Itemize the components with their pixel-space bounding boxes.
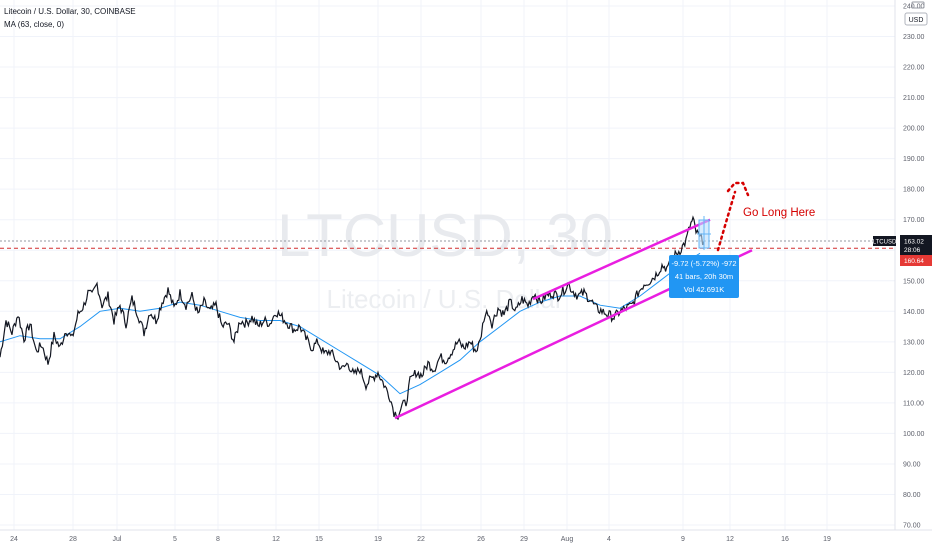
time-tick-label: 15 (315, 536, 323, 543)
time-tick-label: 24 (10, 536, 18, 543)
currency-button-label: USD (909, 17, 924, 24)
bar-countdown: 28:06 (904, 247, 921, 254)
time-tick-label: 28 (69, 536, 77, 543)
measure-tooltip (669, 255, 739, 298)
price-tick-label: 230.00 (903, 34, 925, 41)
price-tick-label: 190.00 (903, 156, 925, 163)
last-price-tag (900, 235, 932, 255)
time-tick-label: 9 (681, 536, 685, 543)
time-tick-label: 16 (781, 536, 789, 543)
time-tick-label: Aug (561, 536, 574, 543)
time-tick-label: 19 (374, 536, 382, 543)
measure-bars: 41 bars, 20h 30m (675, 272, 733, 281)
price-tick-label: 70.00 (903, 523, 921, 530)
projection-arrow-head[interactable] (726, 181, 750, 197)
time-tick-label: 19 (823, 536, 831, 543)
price-tick-label: 80.00 (903, 492, 921, 499)
price-tick-label: 110.00 (903, 400, 924, 407)
price-tick-label: 180.00 (903, 187, 925, 194)
last-price-value: 163.02 (904, 239, 924, 246)
time-tick-label: 26 (477, 536, 485, 543)
time-tick-label: 4 (607, 536, 611, 543)
symbol-tag-label: LTCUSD (873, 240, 897, 246)
level-price-value: 160.64 (904, 258, 924, 265)
watermark-name: Litecoin / U.S. Dollar (327, 284, 564, 314)
axis-settings-icon[interactable] (911, 1, 925, 9)
price-tick-label: 170.00 (903, 217, 925, 224)
time-tick-label: 12 (726, 536, 734, 543)
projection-arrow-path[interactable] (716, 190, 737, 252)
watermark-symbol: LTCUSD, 30 (277, 202, 613, 269)
price-tick-label: 220.00 (903, 65, 925, 72)
price-tick-label: 140.00 (903, 309, 925, 316)
time-tick-label: 5 (173, 536, 177, 543)
level-price-tag (900, 255, 932, 266)
price-tick-label: 150.00 (903, 278, 925, 285)
annotation-go-long[interactable]: Go Long Here (743, 207, 815, 219)
price-tick-label: 120.00 (903, 370, 925, 377)
time-tick-label: 8 (216, 536, 220, 543)
currency-button[interactable] (904, 12, 928, 26)
time-tick-label: 22 (417, 536, 425, 543)
time-tick-label: 29 (520, 536, 528, 543)
grid (0, 0, 895, 530)
price-tick-label: 240.00 (903, 4, 925, 11)
indicator-legend[interactable]: MA (63, close, 0) (4, 20, 64, 29)
time-axis[interactable]: 24 28 Jul 5 8 12 15 19 22 26 29 Aug 4 9 12 16 19 (10, 536, 831, 543)
price-series-line (0, 215, 705, 421)
channel-upper-line[interactable] (532, 218, 711, 301)
price-tick-label: 100.00 (903, 431, 925, 438)
time-tick-label: 12 (272, 536, 280, 543)
symbol-tag (873, 236, 896, 246)
moving-average-line (0, 252, 701, 395)
price-tick-label: 210.00 (903, 95, 925, 102)
time-tick-label: Jul (113, 536, 122, 543)
price-tick-label: 90.00 (903, 461, 921, 468)
price-tick-label: 200.00 (903, 126, 925, 133)
price-tick-label: 130.00 (903, 339, 925, 346)
measure-volume: Vol 42.691K (684, 285, 724, 294)
measure-change: -9.72 (-5.72%) -972 (671, 259, 736, 268)
symbol-title[interactable]: Litecoin / U.S. Dollar, 30, COINBASE (4, 7, 136, 16)
